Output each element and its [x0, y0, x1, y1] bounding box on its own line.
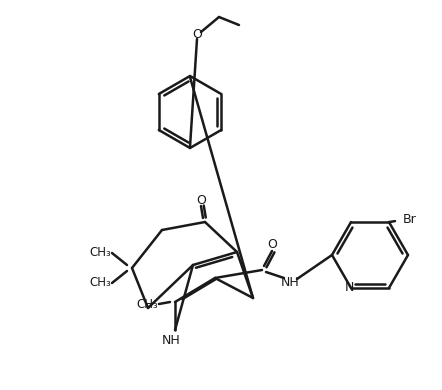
Text: O: O [267, 239, 277, 252]
Text: NH: NH [162, 333, 180, 346]
Text: NH: NH [281, 275, 299, 289]
Text: N: N [344, 282, 354, 294]
Text: Br: Br [403, 213, 417, 225]
Text: O: O [196, 195, 206, 207]
Text: CH₃: CH₃ [89, 246, 111, 259]
Text: CH₃: CH₃ [89, 277, 111, 289]
Text: O: O [192, 28, 202, 41]
Text: CH₃: CH₃ [136, 298, 158, 310]
